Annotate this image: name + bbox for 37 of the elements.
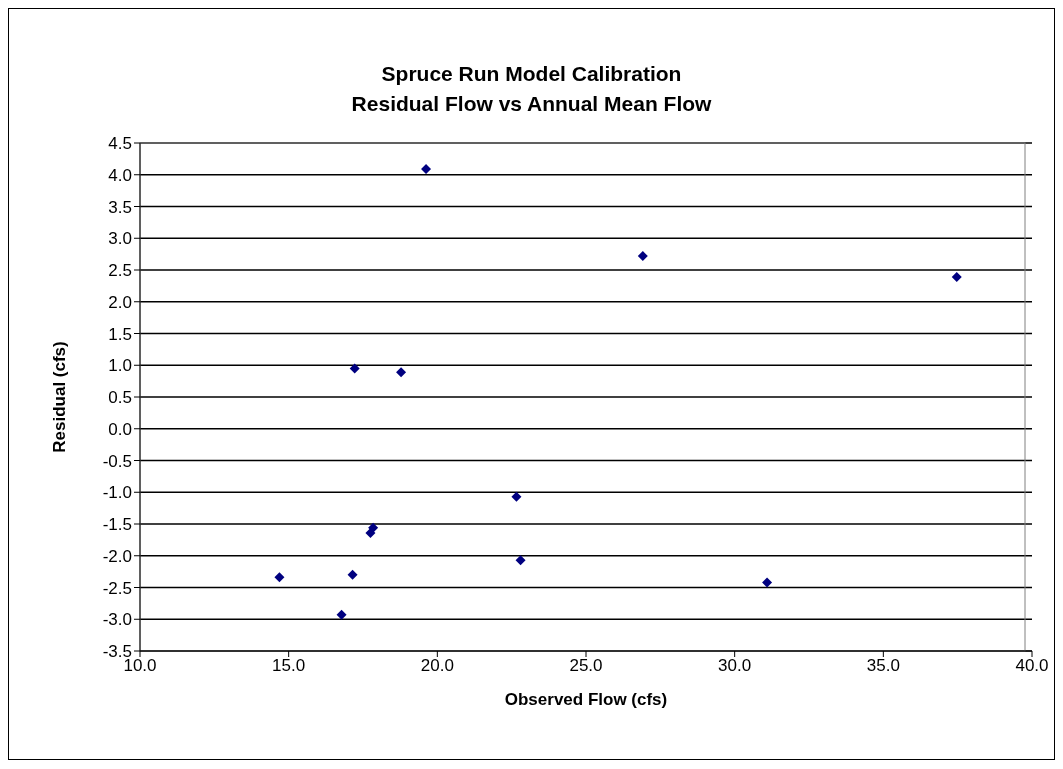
y-tick-label: 3.5 xyxy=(108,197,132,217)
point xyxy=(349,363,360,374)
y-tick-label: -2.0 xyxy=(102,546,132,566)
point xyxy=(511,491,522,502)
point xyxy=(336,609,347,620)
x-tick-label: 25.0 xyxy=(569,656,603,676)
y-tick-label: 0.5 xyxy=(108,388,132,408)
point xyxy=(368,522,379,533)
point xyxy=(347,569,358,580)
y-tick-label: -3.0 xyxy=(102,610,132,630)
x-tick-label: 15.0 xyxy=(272,656,306,676)
y-tick-label: -0.5 xyxy=(102,451,132,471)
y-tick-label: 1.5 xyxy=(108,324,132,344)
point xyxy=(421,164,432,175)
x-axis-title: Observed Flow (cfs) xyxy=(504,690,668,709)
y-tick-label: 3.0 xyxy=(108,229,132,249)
x-tick-label: 30.0 xyxy=(718,656,752,676)
x-tick-label: 20.0 xyxy=(420,656,454,676)
point xyxy=(951,271,962,282)
y-axis-title: Residual (cfs) xyxy=(50,341,70,453)
y-tick-label: -1.5 xyxy=(102,515,132,535)
point xyxy=(274,572,285,583)
y-tick-label: -1.0 xyxy=(102,483,132,503)
x-tick-label: 40.0 xyxy=(1015,656,1049,676)
y-tick-label: 4.5 xyxy=(108,134,132,154)
y-tick-label: 1.0 xyxy=(108,356,132,376)
point xyxy=(515,555,526,566)
y-tick-label: -2.5 xyxy=(102,578,132,598)
chart-title: Spruce Run Model Calibration Residual Flow vs Annual Mean Flow xyxy=(350,61,713,117)
y-tick-label: 2.0 xyxy=(108,292,132,312)
point xyxy=(762,577,773,588)
x-tick-label: 35.0 xyxy=(866,656,900,676)
y-tick-label: 2.5 xyxy=(108,261,132,281)
y-tick-label: 0.0 xyxy=(108,419,132,439)
y-tick-label: 4.0 xyxy=(108,165,132,185)
point xyxy=(637,251,648,262)
point xyxy=(396,367,407,378)
